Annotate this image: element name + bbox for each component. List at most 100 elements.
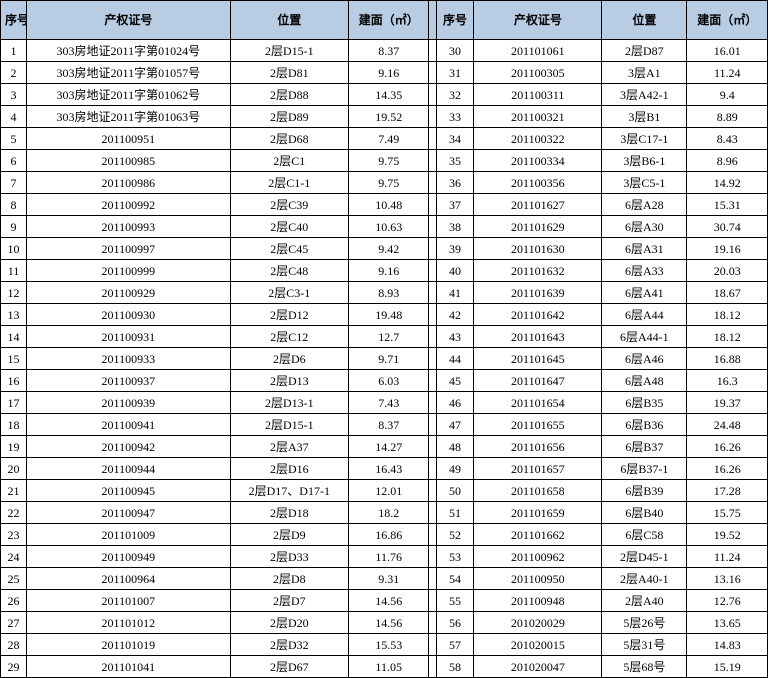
cell-cert: 201101662	[474, 524, 602, 546]
cell-cert: 201101041	[27, 656, 231, 678]
cell-gap	[429, 524, 436, 546]
table-row: 252011009642层D89.31542011009502层A40-113.…	[1, 568, 768, 590]
cell-cert: 201100322	[474, 128, 602, 150]
table-row: 102011009972层C459.42392011016306层A3119.1…	[1, 238, 768, 260]
table-row: 62011009852层C19.75352011003343层B6-18.96	[1, 150, 768, 172]
cell-loc: 2层D87	[602, 40, 687, 62]
cell-seq: 22	[1, 502, 27, 524]
header-cert-left: 产权证号	[27, 1, 231, 40]
cell-cert: 201101654	[474, 392, 602, 414]
cell-loc: 6层B37	[602, 436, 687, 458]
cell-loc: 6层A31	[602, 238, 687, 260]
cell-loc: 6层B35	[602, 392, 687, 414]
cell-area: 16.88	[687, 348, 768, 370]
table-row: 92011009932层C4010.63382011016296层A3030.7…	[1, 216, 768, 238]
cell-loc: 6层A44	[602, 304, 687, 326]
cell-seq: 56	[436, 612, 474, 634]
cell-loc: 6层A33	[602, 260, 687, 282]
cell-area: 19.52	[687, 524, 768, 546]
table-row: 142011009312层C1212.7432011016436层A44-118…	[1, 326, 768, 348]
cell-seq: 44	[436, 348, 474, 370]
cell-loc: 2层D68	[230, 128, 348, 150]
cell-loc: 2层D45-1	[602, 546, 687, 568]
cell-area: 8.93	[348, 282, 428, 304]
cell-seq: 12	[1, 282, 27, 304]
cell-cert: 201101009	[27, 524, 231, 546]
cell-gap	[429, 326, 436, 348]
cell-gap	[429, 106, 436, 128]
cell-area: 12.7	[348, 326, 428, 348]
cell-area: 14.35	[348, 84, 428, 106]
cell-cert: 201100997	[27, 238, 231, 260]
cell-area: 19.37	[687, 392, 768, 414]
header-area-right: 建面（㎡）	[687, 1, 768, 40]
cell-gap	[429, 392, 436, 414]
cell-cert: 201101061	[474, 40, 602, 62]
cell-seq: 10	[1, 238, 27, 260]
cell-gap	[429, 370, 436, 392]
cell-area: 9.4	[687, 84, 768, 106]
table-row: 3303房地证2011字第01062号2层D8814.3532201100311…	[1, 84, 768, 106]
cell-cert: 201100929	[27, 282, 231, 304]
cell-area: 18.67	[687, 282, 768, 304]
cell-seq: 8	[1, 194, 27, 216]
cell-area: 16.3	[687, 370, 768, 392]
cell-loc: 6层A28	[602, 194, 687, 216]
cell-cert: 201100933	[27, 348, 231, 370]
cell-area: 16.01	[687, 40, 768, 62]
cell-seq: 58	[436, 656, 474, 678]
cell-loc: 2层A40	[602, 590, 687, 612]
table-row: 242011009492层D3311.76532011009622层D45-11…	[1, 546, 768, 568]
cell-area: 13.65	[687, 612, 768, 634]
cell-seq: 37	[436, 194, 474, 216]
cell-seq: 32	[436, 84, 474, 106]
cell-cert: 201100950	[474, 568, 602, 590]
cell-cert: 303房地证2011字第01062号	[27, 84, 231, 106]
cell-cert: 201100999	[27, 260, 231, 282]
cell-seq: 26	[1, 590, 27, 612]
cell-seq: 9	[1, 216, 27, 238]
cell-area: 9.31	[348, 568, 428, 590]
cell-gap	[429, 480, 436, 502]
cell-cert: 201101647	[474, 370, 602, 392]
cell-gap	[429, 84, 436, 106]
cell-seq: 43	[436, 326, 474, 348]
cell-seq: 52	[436, 524, 474, 546]
table-row: 212011009452层D17、D17-112.01502011016586层…	[1, 480, 768, 502]
cell-gap	[429, 260, 436, 282]
cell-area: 14.92	[687, 172, 768, 194]
cell-seq: 7	[1, 172, 27, 194]
table-body: 1303房地证2011字第01024号2层D15-18.373020110106…	[1, 40, 768, 678]
cell-seq: 53	[436, 546, 474, 568]
cell-loc: 6层B40	[602, 502, 687, 524]
cell-area: 8.96	[687, 150, 768, 172]
cell-cert: 201101643	[474, 326, 602, 348]
cell-area: 9.71	[348, 348, 428, 370]
cell-cert: 201101656	[474, 436, 602, 458]
cell-loc: 3层B1	[602, 106, 687, 128]
cell-cert: 201101655	[474, 414, 602, 436]
cell-cert: 201100949	[27, 546, 231, 568]
cell-seq: 34	[436, 128, 474, 150]
table-row: 272011010122层D2014.56562010200295层26号13.…	[1, 612, 768, 634]
cell-loc: 3层C17-1	[602, 128, 687, 150]
cell-seq: 5	[1, 128, 27, 150]
cell-gap	[429, 502, 436, 524]
cell-area: 18.12	[687, 304, 768, 326]
cell-cert: 303房地证2011字第01057号	[27, 62, 231, 84]
header-loc-right: 位置	[602, 1, 687, 40]
cell-area: 7.49	[348, 128, 428, 150]
cell-seq: 57	[436, 634, 474, 656]
cell-area: 16.86	[348, 524, 428, 546]
cell-loc: 2层D67	[230, 656, 348, 678]
cell-loc: 2层D17、D17-1	[230, 480, 348, 502]
header-seq-right: 序号	[436, 1, 474, 40]
cell-loc: 6层A46	[602, 348, 687, 370]
cell-seq: 18	[1, 414, 27, 436]
cell-area: 15.19	[687, 656, 768, 678]
cell-loc: 2层D33	[230, 546, 348, 568]
cell-loc: 2层C48	[230, 260, 348, 282]
cell-seq: 46	[436, 392, 474, 414]
cell-gap	[429, 546, 436, 568]
table-row: 132011009302层D1219.48422011016426层A4418.…	[1, 304, 768, 326]
